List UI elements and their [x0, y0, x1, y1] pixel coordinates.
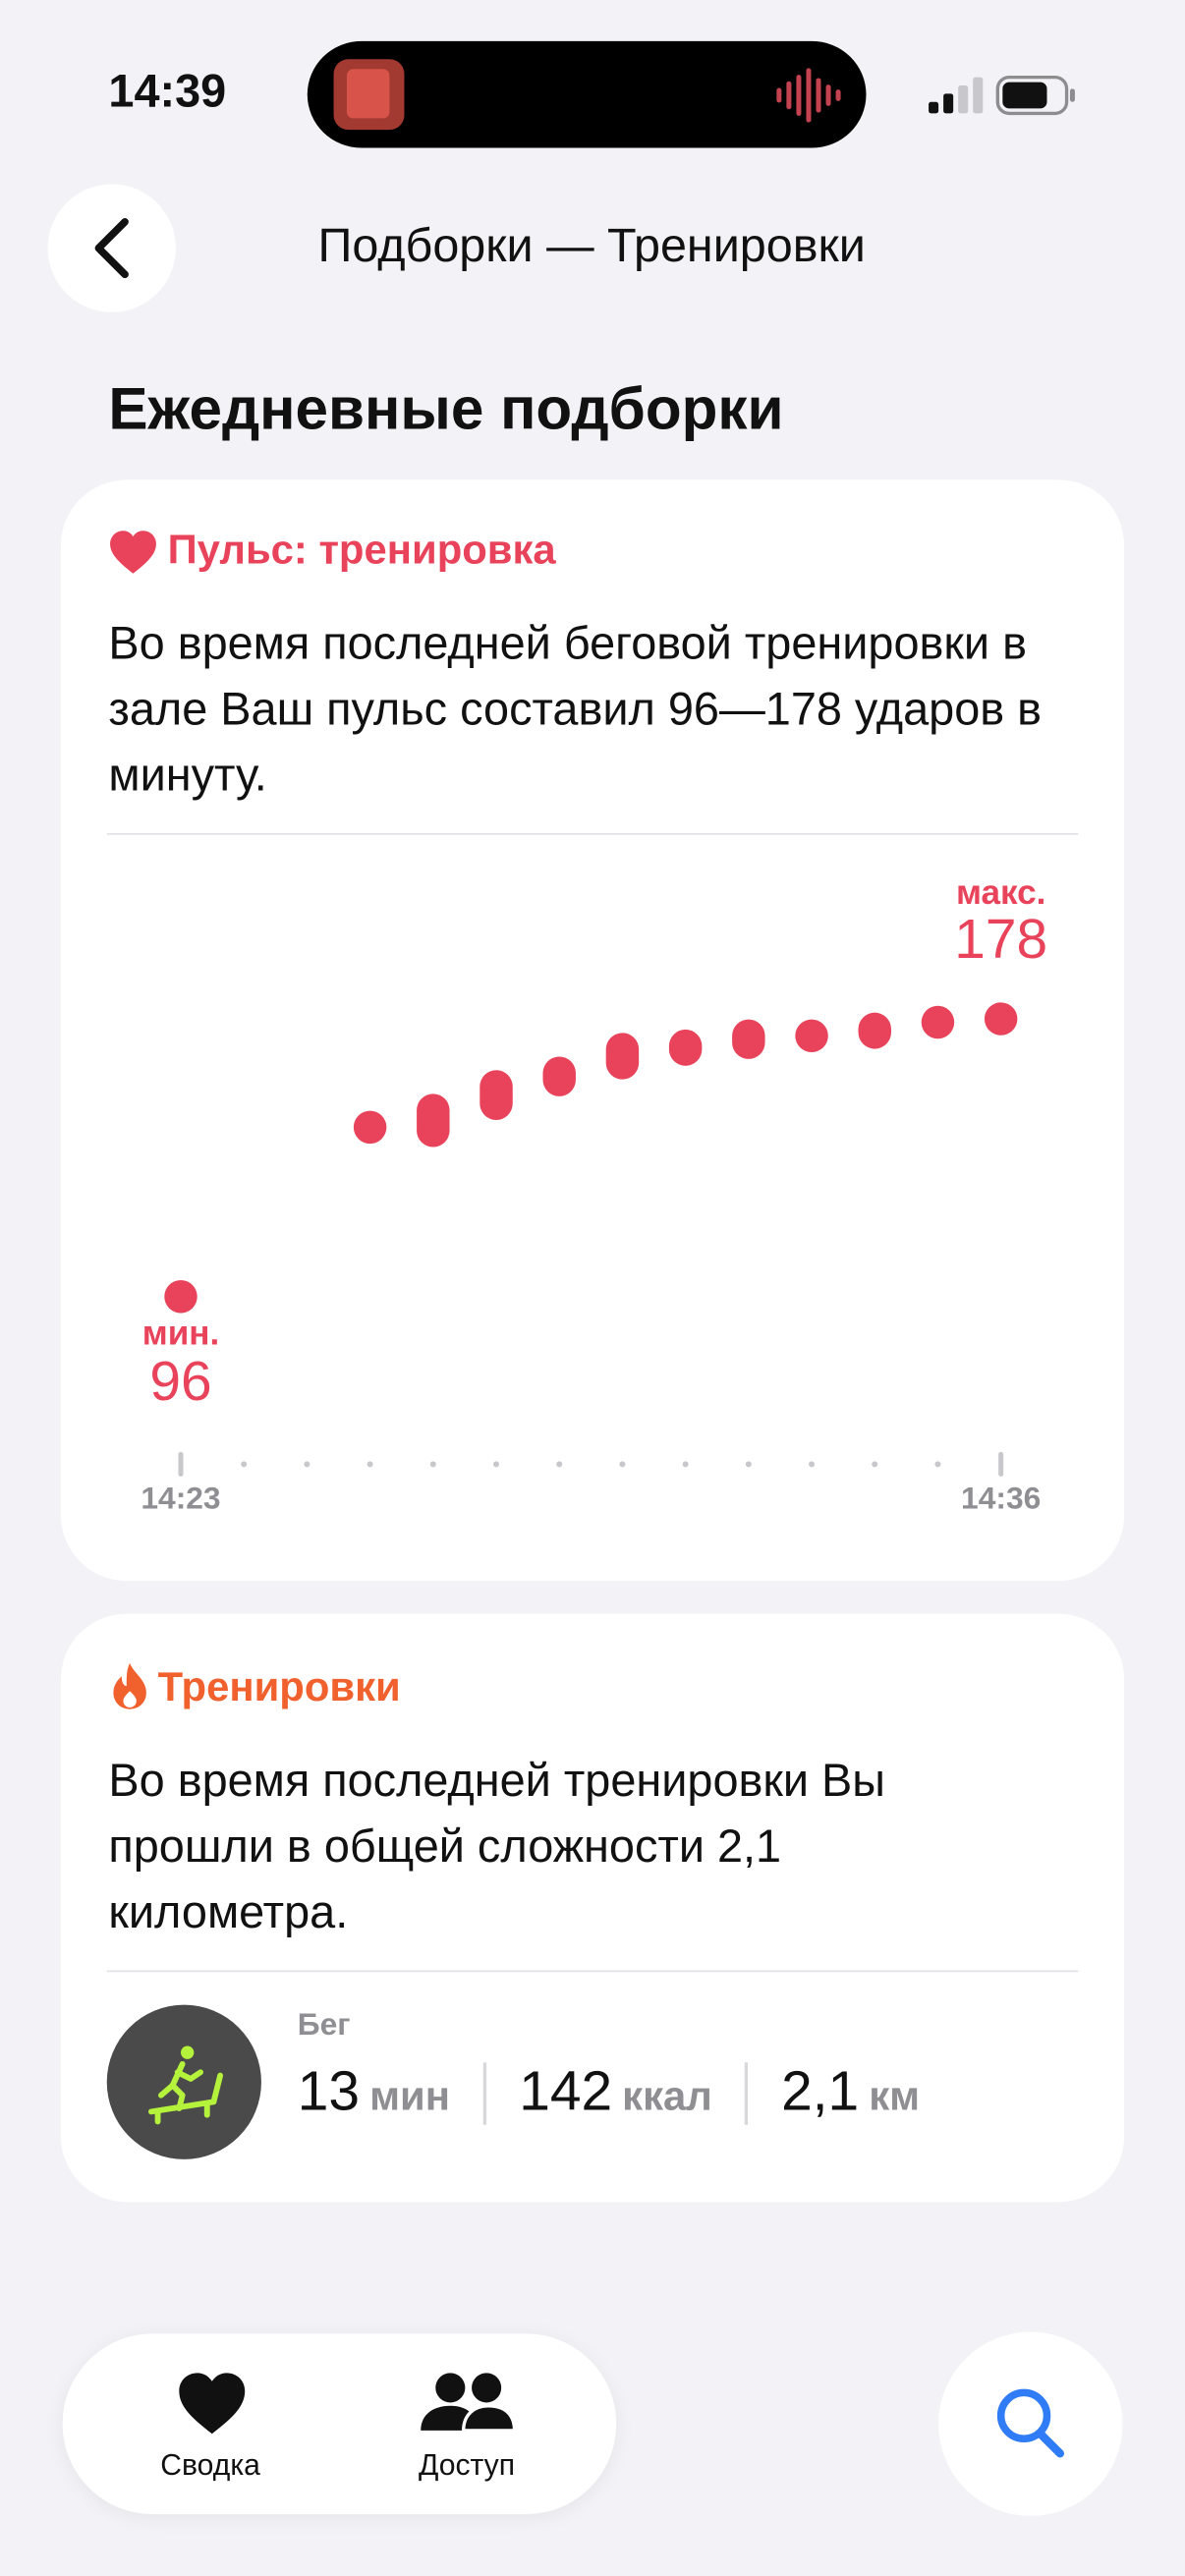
- x-tick: [493, 1461, 500, 1468]
- stat-value: 13: [297, 2060, 361, 2124]
- x-tick-label: 14:36: [961, 1481, 1041, 1516]
- x-tick: [872, 1461, 878, 1468]
- stat-separator: [745, 2061, 749, 2124]
- x-tick: [745, 1461, 752, 1468]
- card-text: Во время последней тренировки Вы прошли …: [108, 1755, 885, 1938]
- heart-rate-range: [480, 1070, 513, 1120]
- workout-type: Бег: [297, 2008, 351, 2044]
- x-tick: [556, 1461, 563, 1468]
- x-tick: [429, 1461, 436, 1468]
- stat-unit: ккал: [622, 2073, 712, 2120]
- battery: [995, 75, 1075, 116]
- heart-rate-range: [353, 1110, 387, 1145]
- annotation-value: 178: [954, 909, 1047, 971]
- stat: 13 мин: [298, 2061, 450, 2125]
- x-tick: [367, 1461, 373, 1468]
- tab-bar: [62, 2333, 617, 2515]
- annotation-value: 96: [149, 1351, 211, 1413]
- back-button-bg: [47, 184, 176, 312]
- heart-rate-range: [668, 1029, 703, 1066]
- tab-icon-sharing[interactable]: [420, 2372, 518, 2437]
- stat-value: 142: [519, 2060, 613, 2124]
- heart-rate-range: [417, 1093, 450, 1148]
- x-tick-label: 14:23: [141, 1481, 220, 1516]
- waveform: [776, 68, 841, 123]
- back-button[interactable]: [41, 178, 190, 326]
- heart-rate-chart: 14:23 14:36 мин.96 макс.178: [141, 873, 1047, 1516]
- stat-separator: [482, 2061, 486, 2124]
- heart-rate-range: [164, 1280, 198, 1314]
- stat: 142 ккал: [519, 2061, 712, 2125]
- heart-rate-range: [984, 1002, 1018, 1036]
- stat: 2,1 км: [781, 2061, 920, 2125]
- heart-rate-range: [858, 1012, 891, 1049]
- nav-title: Подборки — Тренировки: [317, 220, 866, 273]
- stat-value: 2,1: [781, 2060, 860, 2124]
- annotation-label: мин.: [142, 1314, 220, 1352]
- x-tick: [619, 1461, 626, 1468]
- divider: [106, 1970, 1079, 1973]
- tab-label[interactable]: Сводка: [160, 2448, 260, 2482]
- heart-rate-range: [921, 1005, 955, 1039]
- status-bar: [307, 40, 1075, 148]
- x-tick: [934, 1461, 941, 1468]
- section-title: Ежедневные подборки: [108, 374, 784, 442]
- x-tick: [304, 1461, 310, 1468]
- divider: [106, 833, 1079, 835]
- back-chevron: [94, 218, 129, 279]
- stat-unit: км: [869, 2073, 921, 2120]
- signal: [929, 77, 984, 114]
- search-button[interactable]: [938, 2331, 1123, 2516]
- x-tick: [241, 1461, 248, 1468]
- heart-rate-range: [732, 1019, 765, 1059]
- x-tick: [682, 1461, 689, 1468]
- heart-rate-range: [542, 1056, 576, 1096]
- heart-rate-range: [795, 1019, 828, 1053]
- dynamic-island: [307, 40, 867, 148]
- tab-icon-summary[interactable]: [176, 2370, 249, 2436]
- card-text: Во время последней беговой тренировки в …: [108, 617, 1043, 801]
- flame-icon: [113, 1662, 146, 1709]
- card-title: Пульс: тренировка: [167, 527, 556, 574]
- x-tick: [809, 1461, 816, 1468]
- workout-stats: 13 мин 142 ккал 2,1 км: [298, 2061, 920, 2125]
- card-title: Тренировки: [157, 1664, 401, 1711]
- heart-rate-range: [605, 1033, 640, 1080]
- tab-label[interactable]: Доступ: [419, 2448, 516, 2482]
- stat-unit: мин: [369, 2073, 450, 2120]
- heart-icon: [110, 531, 156, 574]
- annotation-label: макс.: [956, 873, 1045, 912]
- workout-icon: [106, 2004, 261, 2159]
- status-time: 14:39: [108, 65, 227, 117]
- album-art-detail: [346, 69, 390, 119]
